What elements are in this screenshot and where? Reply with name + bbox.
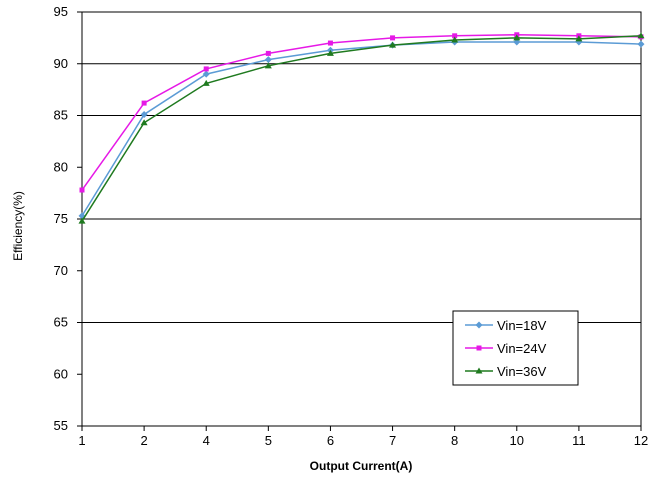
legend-marker-vin-36v xyxy=(475,367,483,374)
y-tick-label: 85 xyxy=(54,108,68,123)
data-point-vin-24v xyxy=(141,100,147,106)
y-tick-label: 75 xyxy=(54,211,68,226)
x-tick-label: 1 xyxy=(78,433,85,448)
x-tick-label: 6 xyxy=(327,433,334,448)
data-point-vin-24v xyxy=(452,33,458,39)
data-point-vin-36v xyxy=(326,49,334,56)
series-line-vin-18v xyxy=(81,41,642,217)
x-tick-label: 8 xyxy=(451,433,458,448)
legend-marker-vin-18v xyxy=(475,321,483,329)
data-point-vin-36v xyxy=(637,32,645,39)
y-tick-label: 70 xyxy=(54,263,68,278)
data-point-vin-36v xyxy=(140,119,148,126)
x-tick-label: 7 xyxy=(389,433,396,448)
data-point-vin-36v xyxy=(202,79,210,86)
y-tick-label: 55 xyxy=(54,418,68,433)
gridlines xyxy=(82,63,641,323)
legend-label-vin-36v: Vin=36V xyxy=(497,364,547,379)
y-tick-label: 90 xyxy=(54,56,68,71)
series-line-vin-24v xyxy=(81,34,642,191)
y-axis-title: Efficiency(%) xyxy=(11,191,25,261)
series-line-vin-36v xyxy=(81,35,642,222)
x-tick-label: 4 xyxy=(203,433,210,448)
x-tick-label: 2 xyxy=(140,433,147,448)
data-point-vin-24v xyxy=(203,66,209,72)
data-point-vin-24v xyxy=(79,187,85,193)
x-tick-label: 5 xyxy=(265,433,272,448)
data-point-vin-18v xyxy=(264,56,272,64)
data-point-vin-24v xyxy=(327,40,333,46)
data-point-vin-18v xyxy=(202,70,210,78)
y-tick-label: 65 xyxy=(54,315,68,330)
data-point-vin-36v xyxy=(389,41,397,48)
y-tick-label: 60 xyxy=(54,366,68,381)
x-tick-label: 12 xyxy=(634,433,648,448)
data-point-vin-36v xyxy=(264,62,272,69)
legend: Vin=18V Vin=24V Vin=36V xyxy=(452,310,579,386)
legend-label-vin-18v: Vin=18V xyxy=(497,318,547,333)
data-point-vin-18v xyxy=(637,40,645,48)
data-point-vin-18v xyxy=(140,110,148,118)
data-point-vin-36v xyxy=(78,217,86,224)
data-point-vin-24v xyxy=(265,50,271,56)
series-group xyxy=(78,32,645,224)
legend-marker-vin-24v xyxy=(476,345,482,351)
x-tick-label: 10 xyxy=(510,433,524,448)
data-point-vin-36v xyxy=(575,35,583,42)
data-point-vin-36v xyxy=(451,36,459,43)
x-axis-title: Output Current(A) xyxy=(310,459,413,473)
data-point-vin-36v xyxy=(513,34,521,41)
data-point-vin-24v xyxy=(390,35,396,41)
y-tick-label: 95 xyxy=(54,4,68,19)
legend-label-vin-24v: Vin=24V xyxy=(497,341,547,356)
y-tick-label: 80 xyxy=(54,159,68,174)
x-tick-label: 11 xyxy=(572,433,586,448)
